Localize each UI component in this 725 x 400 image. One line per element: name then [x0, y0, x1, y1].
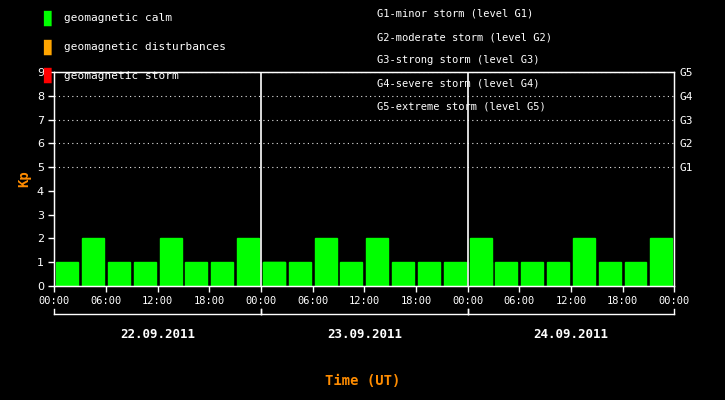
Bar — [263, 262, 285, 286]
Bar — [160, 238, 181, 286]
Text: 23.09.2011: 23.09.2011 — [327, 328, 402, 341]
Bar — [392, 262, 414, 286]
Bar — [470, 262, 492, 286]
Bar — [495, 262, 518, 286]
Bar — [186, 262, 207, 286]
Bar — [444, 262, 465, 286]
Text: geomagnetic disturbances: geomagnetic disturbances — [64, 42, 225, 52]
Text: █: █ — [44, 68, 51, 83]
Bar — [341, 262, 362, 286]
Text: geomagnetic storm: geomagnetic storm — [64, 70, 178, 81]
Text: G3-strong storm (level G3): G3-strong storm (level G3) — [377, 56, 539, 66]
Text: G5-extreme storm (level G5): G5-extreme storm (level G5) — [377, 102, 546, 112]
Bar — [57, 262, 78, 286]
Bar — [521, 262, 543, 286]
Text: █: █ — [44, 39, 51, 54]
Text: G1-minor storm (level G1): G1-minor storm (level G1) — [377, 9, 534, 19]
Bar — [263, 262, 285, 286]
Bar — [418, 262, 440, 286]
Text: Time (UT): Time (UT) — [325, 374, 400, 388]
Bar — [237, 238, 259, 286]
Bar — [599, 262, 621, 286]
Bar — [108, 262, 130, 286]
Text: G2-moderate storm (level G2): G2-moderate storm (level G2) — [377, 32, 552, 42]
Text: geomagnetic calm: geomagnetic calm — [64, 13, 172, 23]
Bar — [289, 262, 311, 286]
Bar — [134, 262, 156, 286]
Bar — [470, 238, 492, 286]
Bar — [624, 262, 647, 286]
Text: █: █ — [44, 10, 51, 26]
Bar — [211, 262, 233, 286]
Text: 22.09.2011: 22.09.2011 — [120, 328, 195, 341]
Bar — [366, 238, 388, 286]
Bar — [547, 262, 569, 286]
Bar — [676, 238, 698, 286]
Text: 24.09.2011: 24.09.2011 — [534, 328, 608, 341]
Bar — [315, 238, 336, 286]
Text: G4-severe storm (level G4): G4-severe storm (level G4) — [377, 78, 539, 89]
Bar — [573, 238, 594, 286]
Bar — [650, 238, 672, 286]
Bar — [82, 238, 104, 286]
Y-axis label: Kp: Kp — [17, 171, 31, 187]
